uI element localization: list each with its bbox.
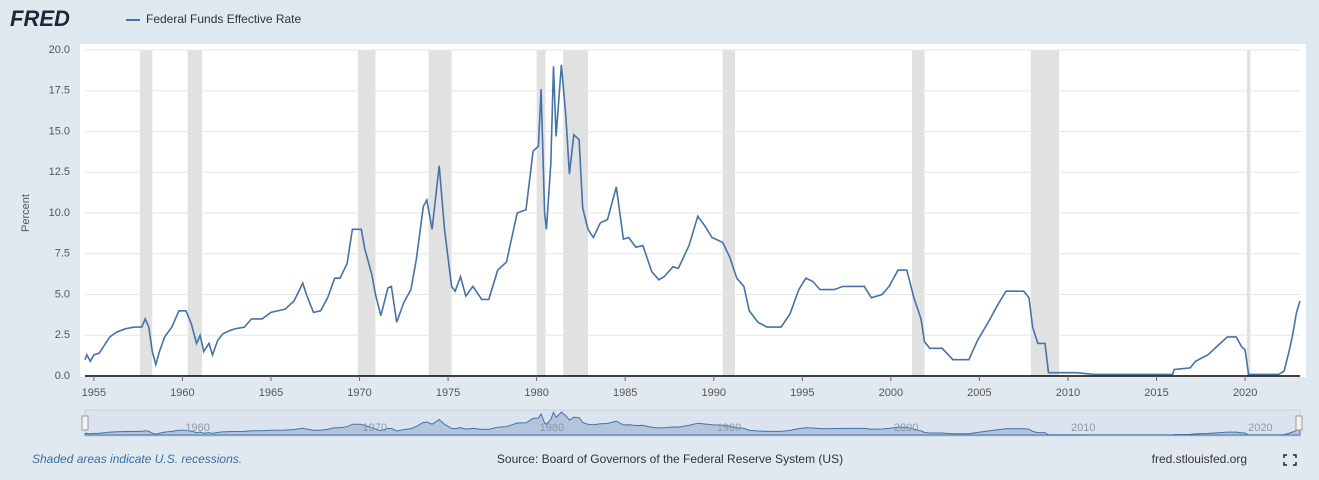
x-tick-label: 1990 [702, 387, 726, 399]
x-tick-label: 1955 [82, 387, 106, 399]
x-tick-label: 1980 [524, 387, 548, 399]
navigator-line [84, 410, 1301, 436]
logo: FRED [10, 6, 70, 31]
x-tick-label: 2010 [1056, 387, 1080, 399]
series-line [84, 64, 1301, 376]
y-tick-label: 5.0 [55, 288, 70, 300]
navigator-handle[interactable] [81, 415, 89, 431]
y-tick-label: 2.5 [55, 329, 70, 341]
navigator-tick-label: 1960 [185, 422, 209, 434]
x-tick-label: 1970 [347, 387, 371, 399]
x-tick-label: 1965 [259, 387, 283, 399]
legend-label: Federal Funds Effective Rate [146, 12, 302, 26]
x-tick-label: 2000 [879, 387, 903, 399]
y-tick-label: 7.5 [55, 248, 70, 260]
x-tick-label: 2020 [1233, 387, 1257, 399]
navigator-tick-label: 1970 [363, 422, 387, 434]
navigator-tick-label: 2020 [1248, 422, 1272, 434]
x-tick-label: 1985 [613, 387, 637, 399]
y-tick-label: 0.0 [55, 370, 70, 382]
navigator-tick-label: 2000 [894, 422, 918, 434]
plot-background [80, 44, 1306, 377]
navigator-handle[interactable] [1295, 415, 1303, 431]
y-tick-label: 17.5 [49, 85, 70, 97]
y-tick-label: 12.5 [49, 166, 70, 178]
x-tick-label: 1995 [790, 387, 814, 399]
y-tick-label: 15.0 [49, 125, 70, 137]
x-tick-label: 1975 [436, 387, 460, 399]
fullscreen-icon[interactable] [1283, 454, 1297, 466]
x-tick-label: 2005 [967, 387, 991, 399]
source: Source: Board of Governors of the Federa… [497, 452, 843, 466]
footnote: Shaded areas indicate U.S. recessions. [32, 452, 242, 466]
navigator-tick-label: 1980 [540, 422, 564, 434]
navigator-tick-label: 2010 [1071, 422, 1095, 434]
site-link[interactable]: fred.stlouisfed.org [1152, 452, 1247, 466]
x-tick-label: 1960 [170, 387, 194, 399]
y-tick-label: 10.0 [49, 207, 70, 219]
y-axis-label: Percent [20, 194, 32, 232]
navigator-tick-label: 1990 [717, 422, 741, 434]
x-tick-label: 2015 [1144, 387, 1168, 399]
y-tick-label: 20.0 [49, 44, 70, 56]
